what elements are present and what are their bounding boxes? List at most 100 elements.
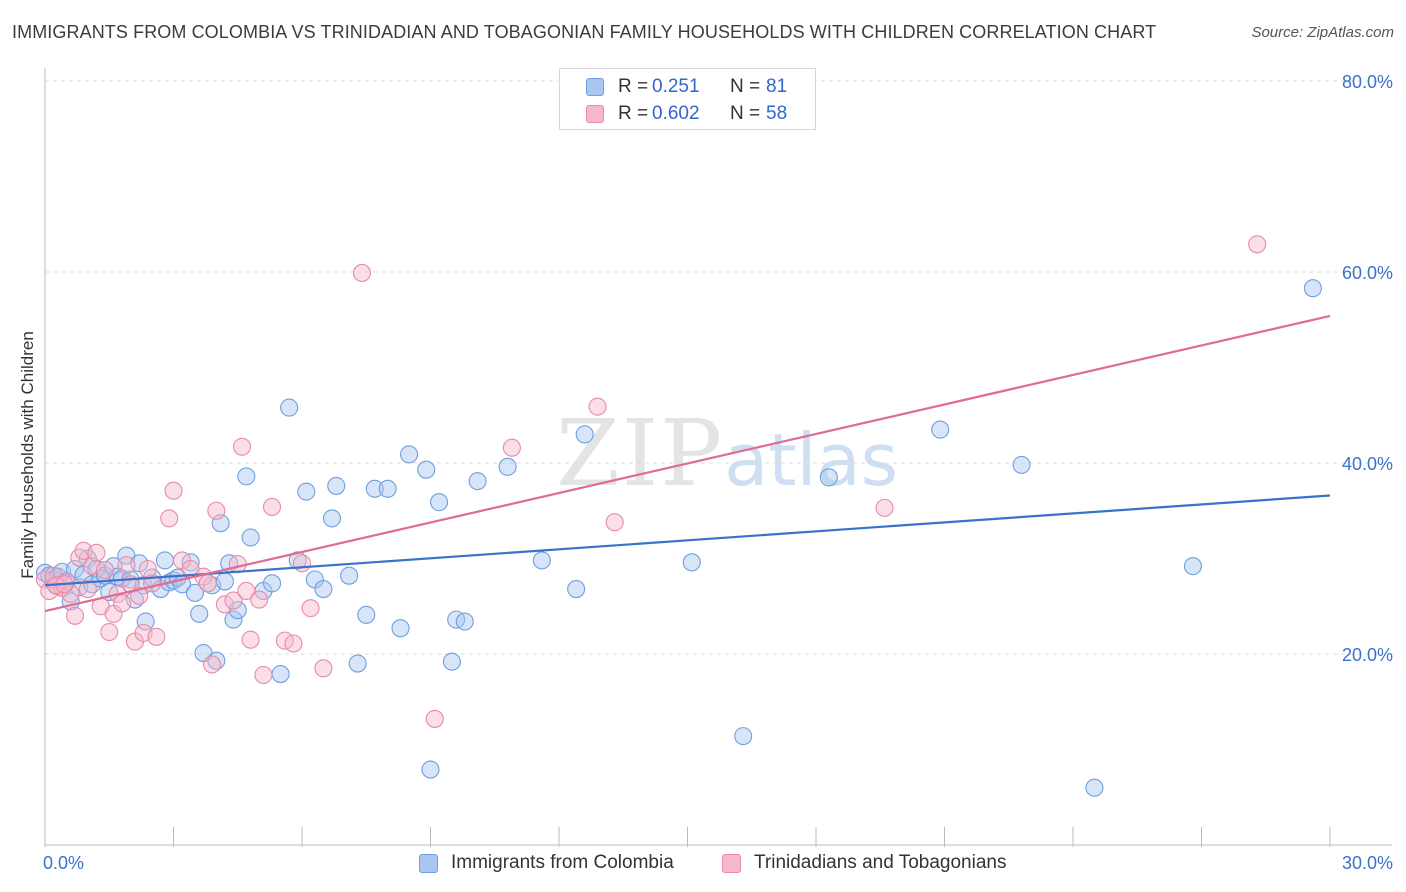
y-tick-label: 20.0% (1342, 645, 1393, 665)
point-colombia (931, 420, 950, 439)
watermark-zip: ZIP (556, 400, 725, 507)
x-tick-label: 0.0% (43, 853, 84, 873)
point-trinidad (78, 580, 97, 599)
legend-stats: R = 0.251 N = 81 R = 0.602 N = 58 (559, 68, 816, 130)
point-trinidad (203, 655, 222, 674)
point-trinidad (207, 501, 226, 520)
point-trinidad (301, 599, 320, 618)
point-trinidad (314, 659, 333, 678)
legend-n-label: N = (730, 76, 761, 97)
point-colombia (136, 612, 155, 631)
legend-r-label: R = (618, 76, 649, 97)
point-colombia (280, 398, 299, 417)
legend-item-label: Immigrants from Colombia (451, 852, 674, 873)
point-trinidad (352, 263, 372, 283)
point-colombia (819, 468, 838, 487)
y-tick-label: 80.0% (1342, 72, 1393, 92)
point-colombia (271, 665, 290, 684)
chart-title: IMMIGRANTS FROM COLOMBIA VS TRINIDADIAN … (12, 22, 1157, 42)
point-trinidad (95, 560, 115, 580)
point-colombia (682, 553, 701, 572)
point-trinidad (164, 481, 183, 500)
point-colombia (455, 612, 474, 631)
legend-n-value: 81 (766, 76, 788, 97)
source-credit: Source: ZipAtlas.com (1251, 24, 1394, 41)
point-colombia (421, 760, 440, 779)
point-trinidad (160, 509, 179, 528)
y-tick-label: 40.0% (1342, 454, 1393, 474)
point-colombia (378, 479, 397, 498)
point-colombia (297, 482, 316, 501)
legend-r-value: 0.251 (652, 76, 700, 97)
point-colombia (532, 551, 551, 570)
point-trinidad (87, 543, 106, 562)
point-trinidad (224, 591, 243, 610)
point-trinidad (284, 634, 303, 653)
point-colombia (348, 654, 367, 673)
legend-r-value: 0.602 (652, 103, 700, 124)
legend-r-label: R = (618, 103, 649, 124)
point-colombia (365, 479, 384, 498)
point-colombia (430, 493, 449, 512)
watermark: ZIPatlas (556, 400, 898, 507)
point-colombia (498, 457, 517, 476)
point-colombia (1012, 455, 1031, 474)
point-trinidad (250, 590, 269, 609)
point-colombia (391, 619, 410, 638)
point-colombia (104, 557, 123, 576)
point-colombia (241, 528, 260, 547)
watermark-atlas: atlas (724, 418, 899, 502)
point-trinidad (292, 554, 312, 573)
point-trinidad (130, 586, 149, 605)
x-tick-label: 30.0% (1342, 853, 1393, 873)
point-colombia (185, 583, 204, 602)
point-trinidad (198, 574, 217, 593)
point-trinidad (215, 595, 234, 614)
point-colombia (237, 467, 256, 486)
point-colombia (357, 605, 376, 624)
point-trinidad (588, 397, 607, 416)
point-trinidad (232, 437, 252, 456)
point-trinidad (228, 555, 247, 574)
point-trinidad (254, 665, 273, 685)
legend-n-value: 58 (766, 103, 788, 124)
point-colombia (1183, 557, 1202, 576)
point-colombia (215, 572, 234, 591)
point-trinidad (875, 498, 894, 517)
legend-swatch-pink (586, 105, 604, 123)
y-axis-label: Family Households with Children (18, 331, 37, 579)
point-colombia (400, 445, 419, 464)
trendline-trinidad (44, 314, 1331, 613)
point-colombia (262, 574, 282, 593)
point-colombia (155, 551, 174, 570)
point-colombia (567, 580, 586, 599)
point-trinidad (147, 627, 166, 646)
point-colombia (327, 476, 346, 495)
point-trinidad (117, 556, 136, 575)
point-colombia (442, 652, 461, 671)
point-colombia (314, 580, 333, 599)
legend-swatch-pink (722, 854, 741, 873)
point-colombia (340, 566, 359, 585)
point-colombia (734, 727, 753, 746)
point-trinidad (100, 622, 119, 642)
point-trinidad (1248, 235, 1267, 254)
point-trinidad (262, 497, 282, 516)
point-colombia (468, 472, 487, 491)
point-trinidad (502, 438, 521, 457)
point-trinidad (605, 513, 624, 532)
point-colombia (1085, 778, 1104, 797)
point-colombia (575, 425, 594, 444)
legend-series: Immigrants from Colombia Trinidadians an… (0, 852, 1406, 878)
point-trinidad (237, 581, 256, 601)
point-trinidad (241, 630, 260, 649)
point-colombia (322, 509, 342, 528)
legend-swatch-blue (419, 854, 438, 873)
point-colombia (190, 604, 209, 623)
legend-item-label: Trinidadians and Tobagonians (754, 852, 1007, 873)
legend-n-label: N = (730, 103, 761, 124)
point-colombia (1303, 279, 1322, 298)
point-trinidad (65, 606, 85, 625)
point-colombia (417, 460, 436, 479)
